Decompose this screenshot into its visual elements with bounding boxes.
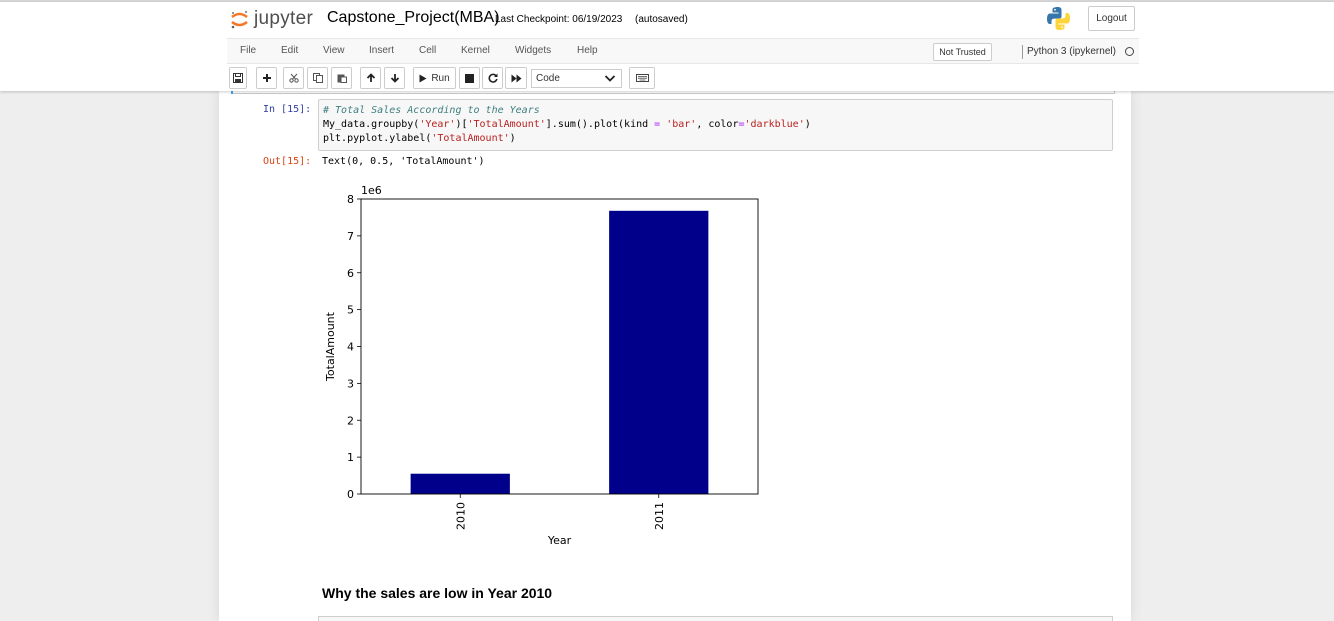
save-icon bbox=[233, 73, 243, 83]
menu-kernel[interactable]: Kernel bbox=[461, 45, 490, 56]
interrupt-button[interactable] bbox=[459, 67, 480, 89]
y-tick-label-3: 3 bbox=[347, 377, 354, 390]
code-line-2: My_data.groupby('Year')['TotalAmount'].s… bbox=[323, 119, 811, 130]
kernel-name[interactable]: Python 3 (ipykernel) bbox=[1022, 45, 1116, 59]
window-top-border bbox=[0, 0, 1334, 2]
python-logo-icon bbox=[1047, 7, 1070, 30]
y-scale-label: 1e6 bbox=[361, 184, 382, 197]
y-tick-label-4: 4 bbox=[347, 341, 354, 354]
y-axis-label: TotalAmount bbox=[324, 311, 337, 382]
code-line-3: plt.pyplot.ylabel('TotalAmount') bbox=[323, 133, 516, 144]
save-button[interactable] bbox=[229, 67, 247, 89]
run-button[interactable]: Run bbox=[413, 67, 456, 89]
plus-icon bbox=[262, 74, 271, 82]
x-tick-label-2011: 2011 bbox=[653, 502, 666, 530]
kernel-idle-indicator bbox=[1125, 47, 1134, 56]
notebook-header: jupyter Capstone_Project(MBA) Last Check… bbox=[0, 2, 1334, 91]
y-tick-label-7: 7 bbox=[347, 230, 354, 243]
y-tick-label-5: 5 bbox=[347, 304, 354, 317]
insert-cell-button[interactable] bbox=[256, 67, 277, 89]
cut-button[interactable] bbox=[283, 67, 304, 89]
menu-cell[interactable]: Cell bbox=[419, 45, 437, 56]
output-prompt: Out[15]: bbox=[263, 156, 312, 167]
chevron-down-icon bbox=[604, 75, 616, 82]
code-line-1: # Total Sales According to the Years bbox=[323, 105, 540, 116]
keyboard-icon bbox=[635, 74, 649, 82]
cell-type-value: Code bbox=[536, 73, 560, 84]
menu-view[interactable]: View bbox=[323, 45, 345, 56]
x-axis-label: Year bbox=[547, 534, 572, 547]
copy-button[interactable] bbox=[307, 67, 328, 89]
fast-forward-icon bbox=[511, 74, 521, 82]
cut-icon bbox=[288, 73, 299, 83]
paste-icon bbox=[337, 74, 347, 83]
arrow-up-icon bbox=[366, 73, 375, 82]
menu-insert[interactable]: Insert bbox=[369, 45, 395, 56]
previous-cell[interactable] bbox=[231, 91, 1115, 94]
x-tick-label-2010: 2010 bbox=[454, 502, 467, 530]
paste-button[interactable] bbox=[331, 67, 352, 89]
stop-icon bbox=[465, 73, 474, 83]
menu-help[interactable]: Help bbox=[577, 45, 598, 56]
arrow-down-icon bbox=[390, 74, 399, 83]
play-icon bbox=[419, 74, 427, 82]
restart-icon bbox=[488, 73, 498, 83]
copy-icon bbox=[312, 73, 323, 83]
run-label: Run bbox=[431, 72, 450, 84]
checkpoint-status: Last Checkpoint: 06/19/2023 bbox=[495, 14, 623, 25]
menu-edit[interactable]: Edit bbox=[281, 45, 299, 56]
y-tick-label-2: 2 bbox=[347, 414, 354, 427]
cell-type-select[interactable]: Code bbox=[531, 69, 622, 88]
menu-widgets[interactable]: Widgets bbox=[515, 45, 552, 56]
code-input[interactable]: # Total Sales According to the Years My_… bbox=[318, 99, 1113, 151]
restart-button[interactable] bbox=[482, 67, 503, 89]
y-tick-label-1: 1 bbox=[347, 451, 354, 464]
y-tick-label-8: 8 bbox=[347, 193, 354, 206]
y-tick-label-0: 0 bbox=[347, 488, 354, 501]
input-prompt: In [15]: bbox=[263, 104, 312, 115]
autosave-status: (autosaved) bbox=[635, 14, 688, 25]
bar-2011 bbox=[609, 210, 709, 495]
jupyter-logo-icon bbox=[231, 10, 248, 28]
output-text: Text(0, 0.5, 'TotalAmount') bbox=[322, 156, 485, 167]
move-down-button[interactable] bbox=[384, 67, 405, 89]
jupyter-logo[interactable]: jupyter bbox=[230, 7, 313, 31]
logout-button[interactable]: Logout bbox=[1088, 6, 1135, 31]
restart-run-all-button[interactable] bbox=[505, 67, 527, 89]
menu-bar: File Edit View Insert Cell Kernel Widget… bbox=[227, 38, 1139, 64]
markdown-heading: Why the sales are low in Year 2010 bbox=[322, 585, 553, 601]
menu-file[interactable]: File bbox=[240, 45, 257, 56]
y-tick-label-6: 6 bbox=[347, 267, 354, 280]
next-cell[interactable] bbox=[318, 616, 1113, 621]
bar-2010 bbox=[410, 473, 510, 494]
move-up-button[interactable] bbox=[360, 67, 381, 89]
not-trusted-button[interactable]: Not Trusted bbox=[933, 43, 992, 61]
notebook-title[interactable]: Capstone_Project(MBA) bbox=[327, 9, 500, 26]
command-palette-button[interactable] bbox=[629, 67, 655, 89]
notebook-container: In [15]: # Total Sales According to the … bbox=[219, 91, 1131, 621]
jupyter-logo-text: jupyter bbox=[254, 8, 314, 29]
bar-chart: 2010 2011 0 1 2 3 4 5 6 7 8 1e6 Year TotalAmount bbox=[324, 184, 759, 547]
